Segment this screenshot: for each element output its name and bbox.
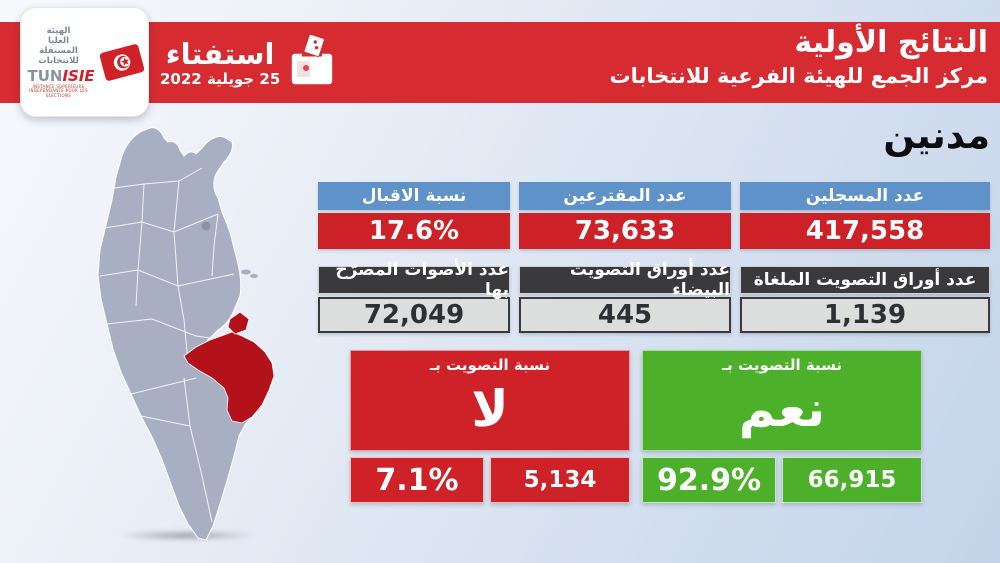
stat-cancelled-ballots-value: 1,139 bbox=[740, 297, 990, 333]
vote-results: نسبة التصويت بـ نعم 92.9% 66,915 نسبة ال… bbox=[350, 350, 922, 503]
referendum-block: استفتاء 25 جويلية 2022 bbox=[160, 30, 336, 95]
isie-logo-text: الهيئة العليا المستقلة للانتخابات TUNISI… bbox=[27, 25, 95, 99]
stats-row-1: عدد المسجلين 417,558 عدد المقترعين 73,63… bbox=[310, 182, 990, 249]
referendum-title: استفتاء bbox=[165, 36, 275, 71]
isie-arabic-line: المستقلة bbox=[39, 45, 78, 56]
stat-registered: عدد المسجلين 417,558 bbox=[740, 182, 990, 249]
banner-titles: النتائج الأولية مركز الجمع للهيئة الفرعي… bbox=[609, 25, 988, 91]
stat-declared-votes-label: عدد الأصوات المصرّح بها bbox=[318, 260, 510, 300]
stat-declared-votes-value: 72,049 bbox=[318, 297, 510, 333]
page-title: النتائج الأولية bbox=[794, 25, 988, 60]
vote-yes-count: 66,915 bbox=[782, 457, 922, 503]
map-region-medenine bbox=[183, 331, 275, 424]
vote-no-count: 5,134 bbox=[490, 457, 630, 503]
stat-voters: عدد المقترعين 73,633 bbox=[519, 182, 731, 249]
tunisia-map bbox=[84, 126, 276, 544]
page-subtitle: مركز الجمع للهيئة الفرعية للانتخابات bbox=[609, 64, 988, 88]
vote-no-header: نسبة التصويت بـ bbox=[430, 356, 550, 374]
stat-voters-label: عدد المقترعين bbox=[519, 182, 731, 210]
vote-no-figures: 7.1% 5,134 bbox=[350, 457, 630, 503]
isie-brand: TUNISIE bbox=[27, 66, 95, 85]
vote-no-word: لا bbox=[471, 380, 509, 438]
isie-arabic-line: الهيئة bbox=[46, 25, 71, 36]
isie-arabic-line: للانتخابات bbox=[38, 55, 79, 66]
region-title: مدنين bbox=[883, 114, 990, 157]
stat-cancelled-ballots-label: عدد أوراق التصويت الملغاة bbox=[740, 266, 990, 294]
referendum-text: استفتاء 25 جويلية 2022 bbox=[160, 38, 280, 88]
stat-cancelled-ballots: عدد أوراق التصويت الملغاة 1,139 bbox=[740, 266, 990, 333]
vote-yes-word: نعم bbox=[738, 380, 826, 438]
stat-turnout-value: 17.6% bbox=[318, 213, 510, 249]
vote-yes-percent: 92.9% bbox=[642, 457, 776, 503]
stats-grid: عدد المسجلين 417,558 عدد المقترعين 73,63… bbox=[310, 182, 990, 333]
isie-brand-tun: TUN bbox=[27, 66, 63, 85]
vote-no-block: نسبة التصويت بـ لا bbox=[350, 350, 630, 451]
ballot-box-icon bbox=[288, 33, 336, 91]
tunisia-flag-icon bbox=[98, 43, 144, 81]
stat-turnout: نسبة الاقبال 17.6% bbox=[318, 182, 510, 249]
stat-registered-label: عدد المسجلين bbox=[740, 182, 990, 210]
stats-row-2: عدد أوراق التصويت الملغاة 1,139 عدد أورا… bbox=[310, 260, 990, 333]
stat-blank-ballots-label: عدد أوراق التصويت البيضاء bbox=[519, 260, 731, 300]
header-banner: النتائج الأولية مركز الجمع للهيئة الفرعي… bbox=[0, 22, 1000, 103]
map-shadow bbox=[116, 530, 256, 541]
isie-brand-isie: ISIE bbox=[62, 66, 95, 85]
vote-no-panel: نسبة التصويت بـ لا 7.1% 5,134 bbox=[350, 350, 630, 503]
tunisia-outline bbox=[97, 127, 275, 541]
vote-yes-panel: نسبة التصويت بـ نعم 92.9% 66,915 bbox=[642, 350, 922, 503]
stat-voters-value: 73,633 bbox=[519, 213, 731, 249]
stat-blank-ballots: عدد أوراق التصويت البيضاء 445 bbox=[519, 260, 731, 333]
vote-yes-header: نسبة التصويت بـ bbox=[722, 356, 842, 374]
stat-registered-value: 417,558 bbox=[740, 213, 990, 249]
isie-french-caption: INSTANCE SUPERIEURE INDEPENDANTE POUR LE… bbox=[29, 83, 88, 98]
stat-blank-ballots-value: 445 bbox=[519, 297, 731, 333]
vote-yes-figures: 92.9% 66,915 bbox=[642, 457, 922, 503]
referendum-date: 25 جويلية 2022 bbox=[160, 69, 281, 88]
vote-no-percent: 7.1% bbox=[350, 457, 484, 503]
stat-declared-votes: عدد الأصوات المصرّح بها 72,049 bbox=[318, 260, 510, 333]
vote-yes-block: نسبة التصويت بـ نعم bbox=[642, 350, 922, 451]
map-djerba-island bbox=[227, 311, 250, 335]
isie-arabic-line: العليا bbox=[47, 35, 70, 46]
stat-turnout-label: نسبة الاقبال bbox=[318, 182, 510, 210]
isie-logo-card: الهيئة العليا المستقلة للانتخابات TUNISI… bbox=[20, 7, 149, 117]
